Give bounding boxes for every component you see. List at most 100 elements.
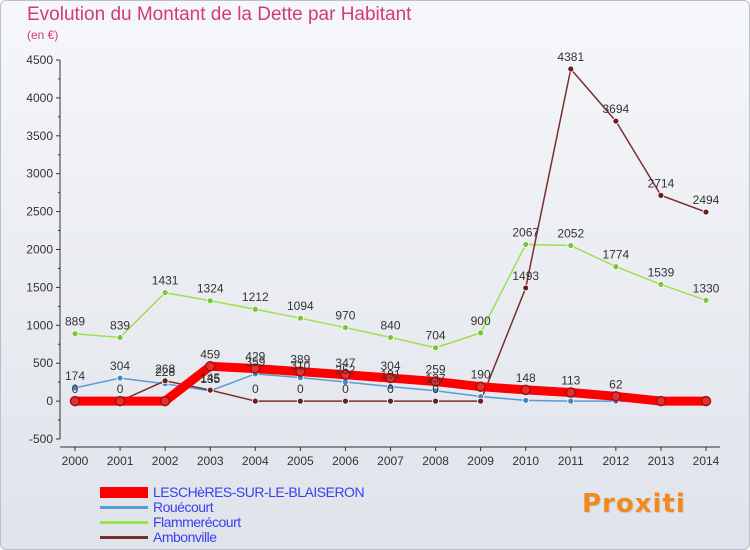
- data-point: [475, 381, 486, 392]
- chart-unit-label: (en €): [27, 28, 59, 42]
- data-point: [610, 391, 622, 402]
- data-label: 704: [426, 329, 446, 343]
- data-label: 145: [200, 371, 220, 385]
- data-label: 137: [426, 372, 446, 386]
- data-label: 2052: [557, 227, 584, 241]
- data-label: 191: [380, 368, 400, 382]
- data-point: [250, 363, 261, 374]
- data-point: [342, 397, 349, 405]
- data-label: 4381: [557, 50, 584, 64]
- data-point: [522, 396, 530, 404]
- data-label: 268: [155, 362, 175, 376]
- x-tick-label: 2002: [152, 454, 179, 468]
- data-point: [387, 397, 394, 405]
- data-label: 310: [290, 359, 310, 373]
- data-label: 1330: [693, 281, 720, 295]
- data-point: [655, 395, 667, 407]
- data-label: 0: [432, 382, 439, 396]
- legend-label: Flammerécourt: [153, 514, 241, 530]
- series-data-labels: 459 429 389 347 304 259 190 148 113 62 174 304 228 13…: [65, 50, 720, 396]
- data-label: 389: [290, 353, 310, 367]
- data-label: 1431: [152, 274, 179, 288]
- data-point: [612, 117, 620, 125]
- x-tick-label: 2009: [467, 454, 494, 468]
- data-point: [251, 305, 259, 313]
- y-tick-label: 0: [46, 394, 53, 408]
- y-tick-label: 1000: [26, 318, 53, 332]
- data-label: 304: [110, 359, 130, 373]
- data-point: [567, 242, 575, 249]
- data-label: 970: [335, 309, 355, 323]
- data-point: [612, 263, 620, 271]
- series-lines: [70, 68, 711, 406]
- data-point: [700, 395, 712, 407]
- data-label: 174: [65, 369, 85, 383]
- data-point: [116, 334, 124, 341]
- y-tick-label: 2500: [26, 205, 53, 219]
- data-point: [161, 289, 169, 297]
- series-markers: [69, 65, 712, 407]
- data-point: [657, 191, 665, 199]
- chart-axes: -500 0 500 1000 1500 2000 2500 3000 3500 4000 4500…: [26, 53, 720, 468]
- data-point: [657, 281, 665, 288]
- data-label: 889: [65, 315, 85, 329]
- data-label: 0: [342, 382, 349, 396]
- y-tick-label: 4500: [26, 53, 53, 67]
- data-label: 135: [200, 372, 220, 386]
- data-point: [477, 329, 485, 337]
- data-label: 1212: [242, 290, 269, 304]
- data-label: 113: [561, 374, 580, 388]
- y-tick-label: 1500: [26, 280, 53, 294]
- legend-label: Rouécourt: [153, 499, 214, 515]
- data-label: 2494: [693, 193, 720, 207]
- data-label: 900: [471, 314, 491, 328]
- legend-swatch: [100, 521, 148, 524]
- x-tick-label: 2012: [603, 454, 630, 468]
- data-point: [206, 386, 214, 394]
- x-tick-label: 2006: [332, 454, 359, 468]
- data-point: [432, 397, 439, 405]
- data-point: [69, 395, 81, 407]
- data-point: [342, 324, 349, 331]
- data-label: 0: [252, 382, 259, 396]
- chart-title: Evolution du Montant de la Dette par Hab…: [27, 4, 412, 25]
- x-tick-label: 2000: [62, 454, 89, 468]
- data-label: 839: [110, 319, 130, 333]
- legend-swatch: [100, 506, 148, 509]
- data-point: [161, 377, 169, 385]
- data-label: 228: [155, 365, 175, 379]
- data-point: [116, 374, 124, 382]
- data-point: [702, 208, 710, 216]
- data-point: [522, 241, 530, 248]
- data-label: 0: [72, 382, 79, 396]
- data-point: [71, 384, 79, 392]
- data-label: 190: [471, 368, 491, 382]
- data-point: [432, 387, 439, 395]
- data-point: [522, 284, 530, 292]
- data-point: [567, 397, 575, 405]
- data-label: 0: [297, 382, 304, 396]
- legend-swatch: [100, 536, 148, 539]
- x-tick-label: 2008: [422, 454, 449, 468]
- data-point: [296, 397, 304, 405]
- data-point: [477, 397, 485, 405]
- data-point: [430, 376, 441, 387]
- y-tick-label: 3000: [26, 167, 53, 181]
- data-point: [296, 314, 304, 322]
- data-label: 259: [426, 362, 446, 376]
- data-point: [385, 372, 396, 384]
- data-label: 429: [245, 350, 265, 364]
- data-label: 347: [335, 356, 355, 370]
- data-label: 252: [335, 363, 355, 377]
- x-tick-label: 2003: [197, 454, 224, 468]
- y-tick-label: 3500: [26, 129, 53, 143]
- data-point: [251, 397, 259, 405]
- data-point: [565, 387, 577, 398]
- proxiti-logo: Proxiti: [582, 489, 686, 519]
- data-point: [432, 344, 439, 352]
- x-tick-label: 2005: [287, 454, 314, 468]
- legend-label: LESCHèRES-SUR-LE-BLAISERON: [153, 484, 365, 500]
- x-tick-label: 2004: [242, 454, 269, 468]
